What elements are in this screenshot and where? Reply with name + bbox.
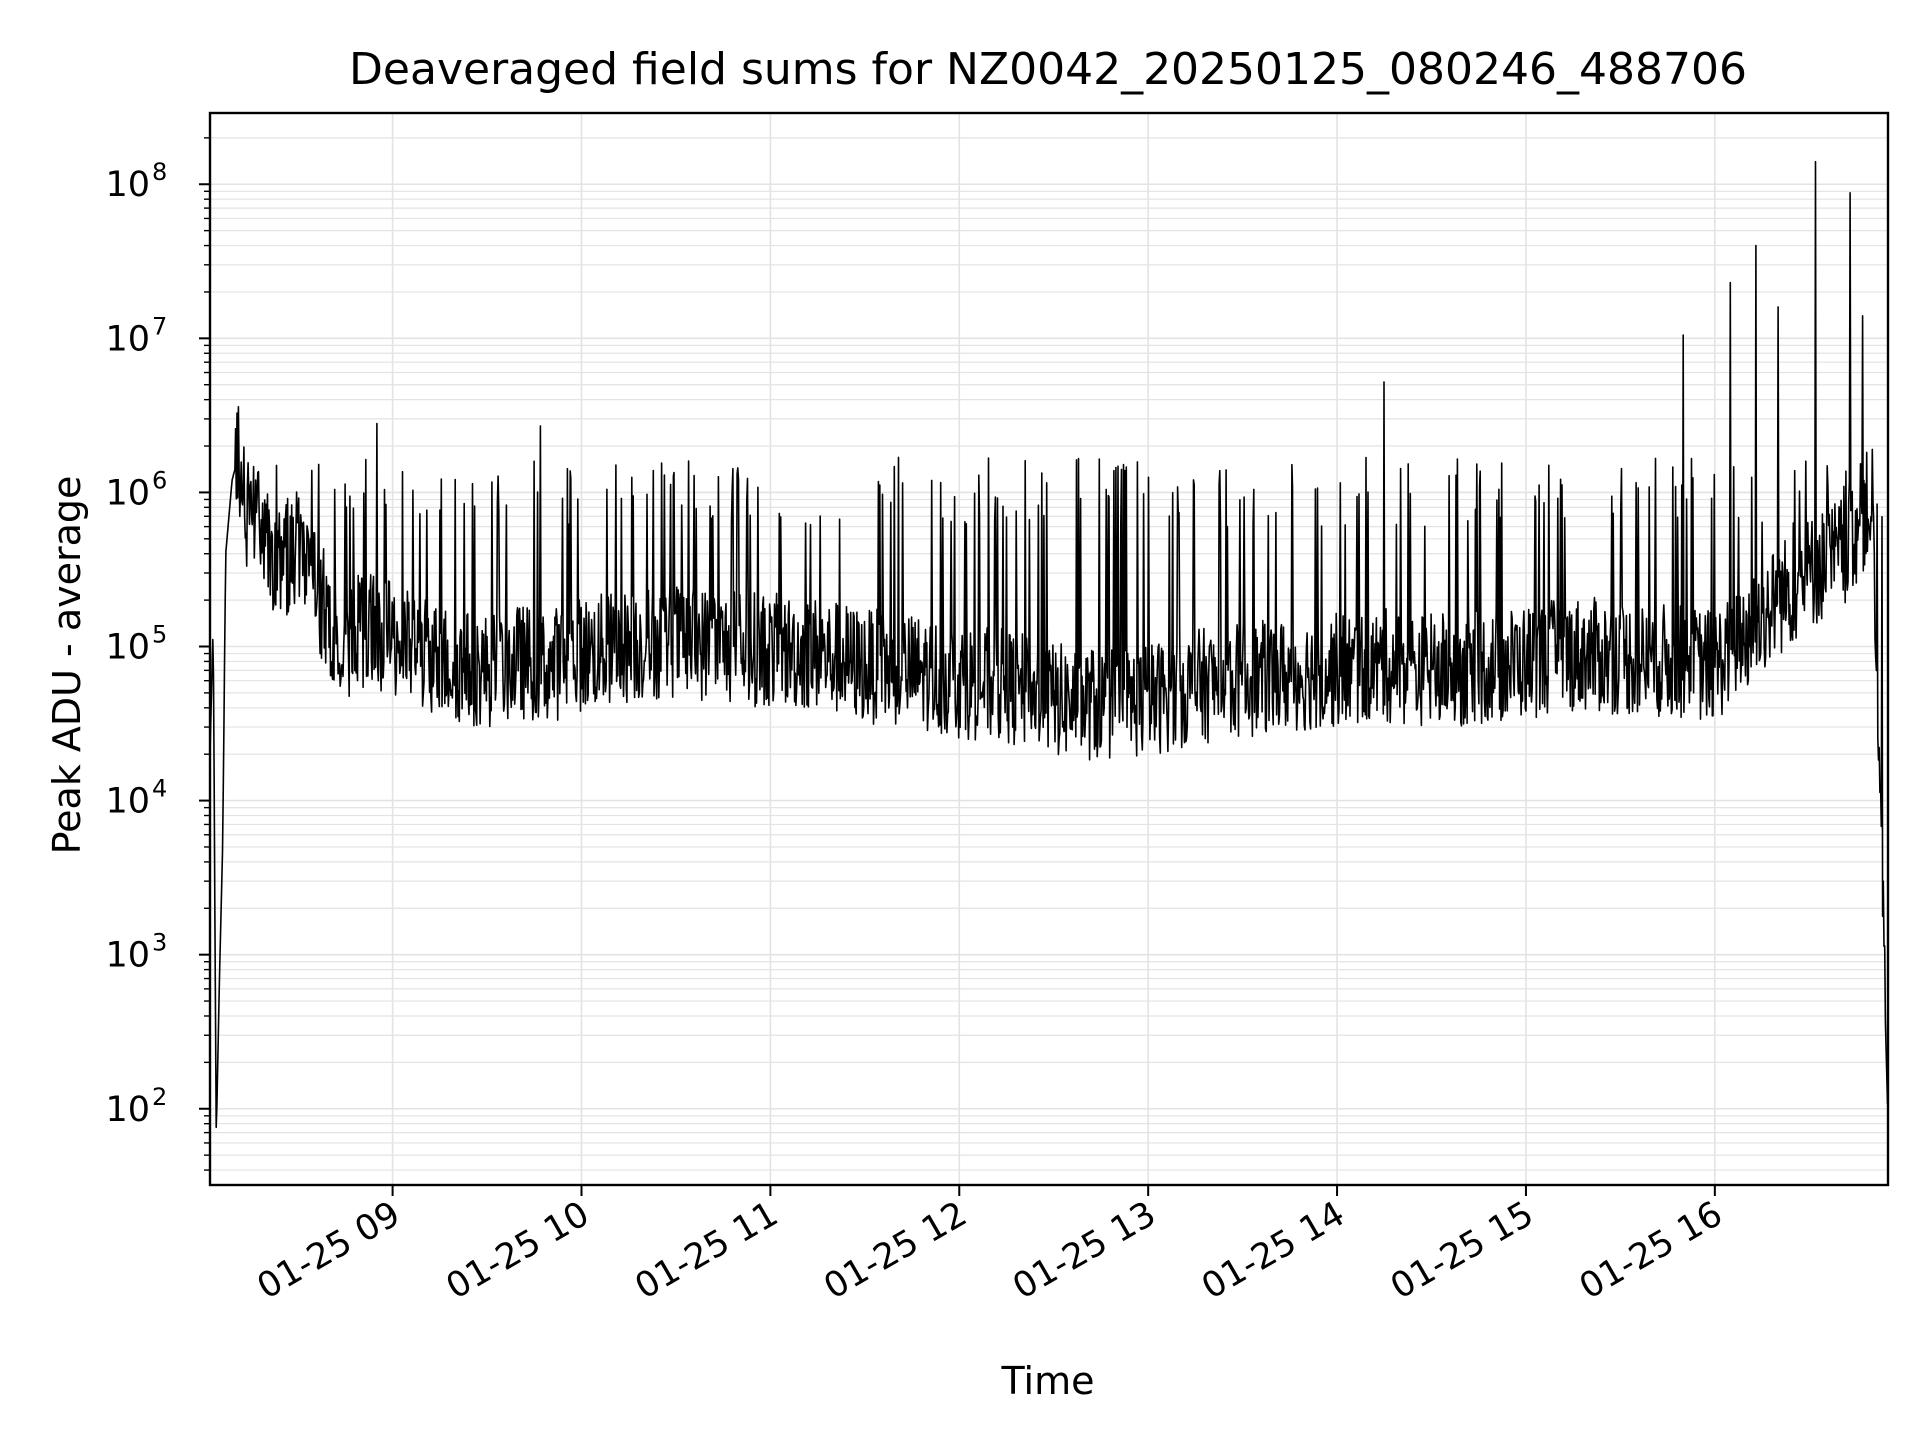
y-tick-exponent: 5 [152, 620, 167, 648]
y-tick-exponent: 6 [152, 466, 167, 494]
y-tick-label: 10 [105, 1090, 150, 1130]
y-axis-label: Peak ADU - average [45, 476, 89, 855]
y-tick-label: 10 [105, 782, 150, 822]
y-tick-label: 10 [105, 319, 150, 359]
chart-title: Deaveraged field sums for NZ0042_2025012… [349, 44, 1747, 95]
y-tick-exponent: 7 [152, 312, 167, 340]
y-tick-exponent: 4 [152, 775, 167, 803]
y-tick-label: 10 [105, 165, 150, 205]
y-tick-label: 10 [105, 936, 150, 976]
y-tick-label: 10 [105, 473, 150, 513]
y-tick-label: 10 [105, 627, 150, 667]
y-tick-exponent: 3 [152, 929, 167, 957]
y-tick-exponent: 2 [152, 1083, 167, 1111]
y-tick-exponent: 8 [152, 158, 167, 186]
plot-frame [208, 111, 1890, 1187]
series-line [209, 160, 1889, 1129]
x-axis-label: Time [1001, 1359, 1095, 1403]
